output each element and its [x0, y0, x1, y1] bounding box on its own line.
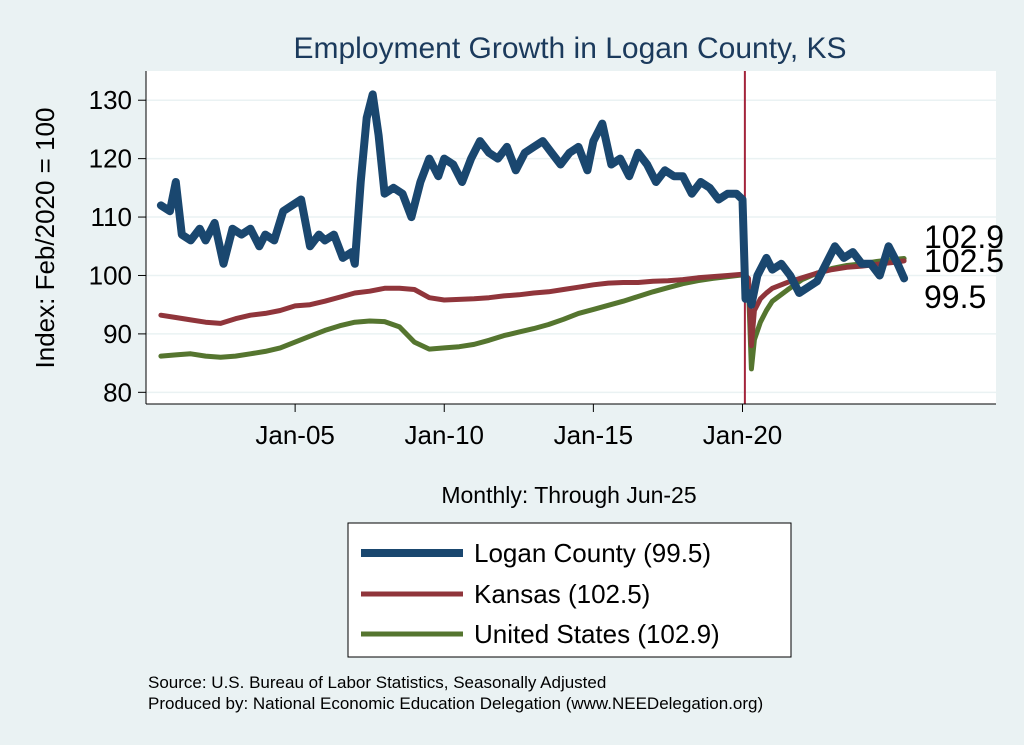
y-axis: 80 90 100 110 120 130 [89, 85, 146, 407]
series-group [156, 90, 909, 372]
x-tick-label-Jan-15: Jan-15 [554, 420, 634, 450]
grid-lines [146, 99, 996, 394]
x-tick-label-Jan-10: Jan-10 [404, 420, 484, 450]
y-tick-label-130: 130 [89, 85, 132, 115]
y-tick-label-80: 80 [103, 377, 132, 407]
end-labels: 102.9 102.5 99.5 [924, 219, 1004, 315]
source-note: Source: U.S. Bureau of Labor Statistics,… [148, 673, 606, 692]
y-tick-label-100: 100 [89, 260, 132, 290]
plot-area [146, 71, 996, 404]
x-tick-label-Jan-05: Jan-05 [255, 420, 335, 450]
y-tick-label-110: 110 [91, 202, 132, 232]
legend-label-kansas: Kansas (102.5) [474, 579, 650, 609]
y-axis-label: Index: Feb/2020 = 100 [30, 108, 60, 369]
y-tick-label-90: 90 [103, 319, 132, 349]
end-label-kansas: 102.5 [924, 243, 1004, 279]
x-axis-label: Monthly: Through Jun-25 [441, 482, 696, 508]
legend-label-county: Logan County (99.5) [474, 538, 711, 568]
series-line-0 [156, 90, 909, 309]
end-label-us: 102.9 [924, 219, 1004, 255]
chart-title: Employment Growth in Logan County, KS [293, 32, 846, 65]
x-axis: Jan-05 Jan-10 Jan-15 Jan-20 [255, 404, 782, 450]
series-line-2 [158, 256, 907, 372]
y-tick-label-120: 120 [89, 144, 132, 174]
x-tick-label-Jan-20: Jan-20 [703, 420, 783, 450]
series-line-1 [158, 258, 907, 349]
end-label-county: 99.5 [924, 279, 986, 315]
legend-label-us: United States (102.9) [474, 619, 720, 649]
legend: Logan County (99.5) Kansas (102.5) Unite… [347, 522, 792, 658]
produced-by-note: Produced by: National Economic Education… [148, 694, 763, 713]
